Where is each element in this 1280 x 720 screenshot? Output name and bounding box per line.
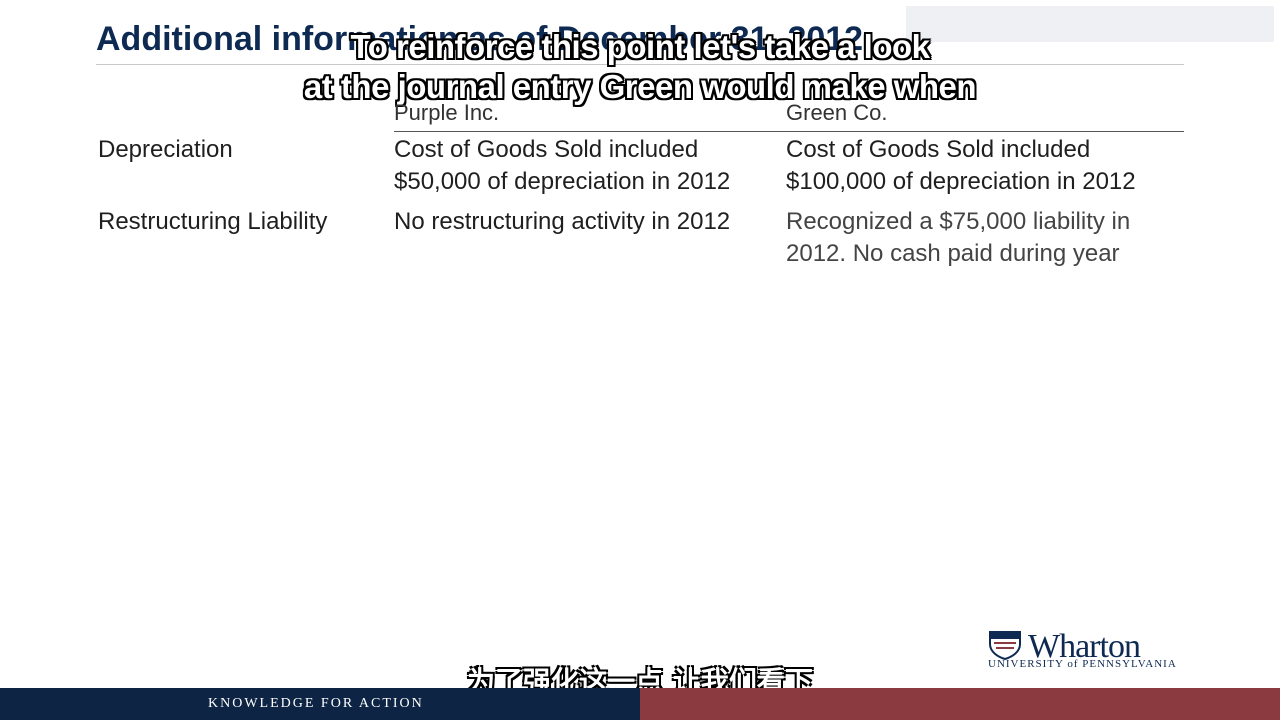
slide-title: Additional information as of December 31…	[96, 20, 864, 58]
row-label-restructuring: Restructuring Liability	[98, 208, 328, 235]
cell-line: Recognized a $75,000 liability in	[786, 208, 1131, 235]
row-label-depreciation: Depreciation	[98, 136, 233, 163]
cell-line: No restructuring activity in 2012	[394, 208, 731, 235]
logo-wordmark: Wharton	[1028, 628, 1141, 665]
cell-line: Cost of Goods Sold included	[394, 136, 699, 163]
subtitle-english-line-1: To reinforce this point let's take a loo…	[350, 28, 930, 65]
cell-line: Cost of Goods Sold included	[786, 136, 1091, 163]
footer-bar-navy: KNOWLEDGE FOR ACTION	[0, 688, 640, 720]
footer-tagline: KNOWLEDGE FOR ACTION	[208, 696, 424, 711]
title-bar-background	[906, 6, 1274, 42]
cell-green-depreciation: Cost of Goods Sold included $100,000 of …	[786, 134, 1136, 198]
title-divider	[96, 64, 1184, 65]
cell-line: 2012. No cash paid during year	[786, 240, 1120, 267]
header-divider	[394, 131, 1184, 132]
logo-subtitle: UNIVERSITY of PENNSYLVANIA	[988, 658, 1177, 670]
cell-line: $50,000 of depreciation in 2012	[394, 168, 731, 195]
subtitle-english-line-2: at the journal entry Green would make wh…	[303, 68, 977, 105]
column-header-green: Green Co.	[786, 100, 888, 125]
cell-purple-depreciation: Cost of Goods Sold included $50,000 of d…	[394, 134, 730, 198]
cell-purple-restructuring: No restructuring activity in 2012	[394, 206, 730, 238]
wharton-logo: Wharton UNIVERSITY of PENNSYLVANIA	[988, 628, 1188, 672]
footer-bar-maroon	[640, 688, 1280, 720]
shield-icon	[989, 631, 1021, 660]
cell-green-restructuring: Recognized a $75,000 liability in 2012. …	[786, 206, 1130, 270]
column-header-purple: Purple Inc.	[394, 100, 500, 125]
cell-line: $100,000 of depreciation in 2012	[786, 168, 1136, 195]
